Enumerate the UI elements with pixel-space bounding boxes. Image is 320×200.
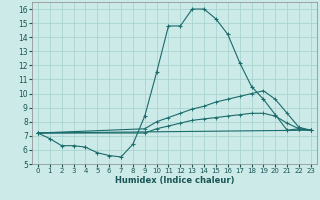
- X-axis label: Humidex (Indice chaleur): Humidex (Indice chaleur): [115, 176, 234, 185]
